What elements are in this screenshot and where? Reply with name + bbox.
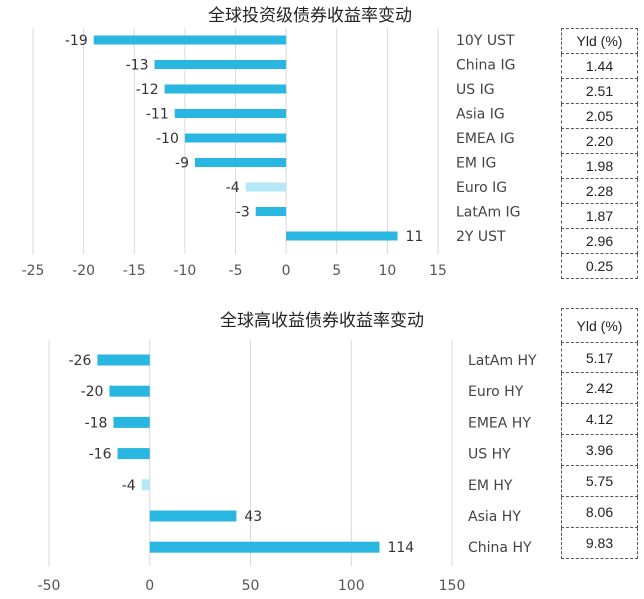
category-label: EM HY	[468, 478, 513, 494]
category-label: 10Y UST	[456, 33, 515, 49]
bar	[286, 231, 398, 241]
x-tick-label: 50	[242, 578, 260, 594]
category-label: China IG	[456, 58, 515, 74]
yield-cell: 2.96	[561, 228, 638, 254]
category-label: China HY	[468, 540, 532, 556]
bar	[97, 354, 150, 366]
x-tick-label: -20	[72, 263, 95, 279]
data-label: -26	[68, 353, 91, 369]
yield-cell: 1.44	[561, 53, 638, 79]
data-label: 114	[387, 540, 414, 556]
data-label: -20	[81, 384, 104, 400]
yield-cell: 4.12	[561, 403, 638, 435]
category-label: EMEA IG	[456, 131, 515, 147]
data-label: -4	[226, 180, 240, 196]
bar	[93, 35, 287, 45]
x-tick-label: 0	[145, 578, 154, 594]
bar	[195, 158, 287, 167]
yield-table-header: Yld (%)	[561, 28, 638, 54]
bar	[255, 207, 287, 216]
yield-cell: 5.17	[561, 342, 638, 373]
x-tick-label: 5	[332, 263, 341, 279]
category-label: Euro IG	[456, 180, 507, 196]
yield-cell: 2.05	[561, 103, 638, 129]
bar	[164, 84, 287, 94]
category-label: 2Y UST	[456, 229, 506, 245]
data-label: -18	[85, 415, 108, 431]
data-label: -4	[122, 478, 136, 494]
category-label: Asia HY	[468, 509, 521, 525]
data-label: -11	[146, 107, 169, 123]
data-label: -19	[65, 33, 88, 49]
yield-cell: 3.96	[561, 434, 638, 466]
category-label: US IG	[456, 82, 495, 98]
category-label: LatAm HY	[468, 353, 537, 369]
bar	[154, 60, 287, 69]
data-label: -13	[126, 58, 149, 74]
category-label: Euro HY	[468, 384, 524, 400]
bar	[113, 416, 150, 428]
x-tick-label: -15	[123, 263, 146, 279]
bar	[109, 385, 150, 397]
category-label: EM IG	[456, 156, 496, 172]
data-label: -16	[89, 447, 112, 463]
bar	[245, 182, 287, 192]
yield-cell: 8.06	[561, 496, 638, 528]
hy-chart-title: 全球高收益债券收益率变动	[220, 311, 424, 331]
data-label: -9	[175, 156, 189, 172]
category-label: LatAm IG	[456, 205, 521, 221]
category-label: EMEA HY	[468, 415, 531, 431]
ig-yield-change-chart: 全球投资级债券收益率变动 -25 -20 -15 -10 -5 0 5 10 15 -19 10Y …	[22, 6, 521, 279]
bar	[117, 448, 150, 460]
yield-cell: 1.87	[561, 203, 638, 229]
data-label: -12	[136, 82, 159, 98]
x-tick-label: -5	[229, 263, 243, 279]
category-label: US HY	[468, 447, 511, 463]
yield-cell: 1.98	[561, 153, 638, 179]
yield-cell: 5.75	[561, 465, 638, 497]
yield-cell: 2.51	[561, 78, 638, 104]
bar	[141, 479, 150, 491]
yield-table-header: Yld (%)	[561, 308, 638, 343]
bar	[149, 541, 380, 553]
data-label: 11	[406, 229, 424, 245]
yield-cell: 0.25	[561, 253, 638, 279]
category-label: Asia IG	[456, 107, 505, 123]
x-tick-label: 100	[338, 578, 365, 594]
ig-yield-table: Yld (%) 1.44 2.51 2.05 2.20 1.98 2.28 1.…	[561, 28, 638, 279]
bar	[174, 109, 287, 118]
x-tick-label: -50	[38, 578, 61, 594]
data-label: -3	[236, 205, 250, 221]
bar	[184, 133, 287, 143]
x-tick-label: 15	[429, 263, 447, 279]
data-label: 43	[244, 509, 262, 525]
data-label: -10	[156, 131, 179, 147]
hy-yield-table: Yld (%) 5.17 2.42 4.12 3.96 5.75 8.06 9.…	[561, 308, 638, 559]
yield-cell: 2.20	[561, 128, 638, 154]
x-tick-label: 0	[282, 263, 291, 279]
x-tick-label: -10	[173, 263, 196, 279]
yield-cell: 9.83	[561, 527, 638, 559]
yield-cell: 2.42	[561, 372, 638, 404]
hy-yield-change-chart: 全球高收益债券收益率变动 -50 0 50 100 150 -26 LatAm HY -20 E…	[38, 311, 537, 594]
x-tick-label: -25	[22, 263, 45, 279]
yield-cell: 2.28	[561, 178, 638, 204]
bar	[149, 510, 237, 522]
ig-chart-title: 全球投资级债券收益率变动	[208, 6, 412, 26]
x-tick-label: 150	[439, 578, 466, 594]
x-tick-label: 10	[378, 263, 396, 279]
